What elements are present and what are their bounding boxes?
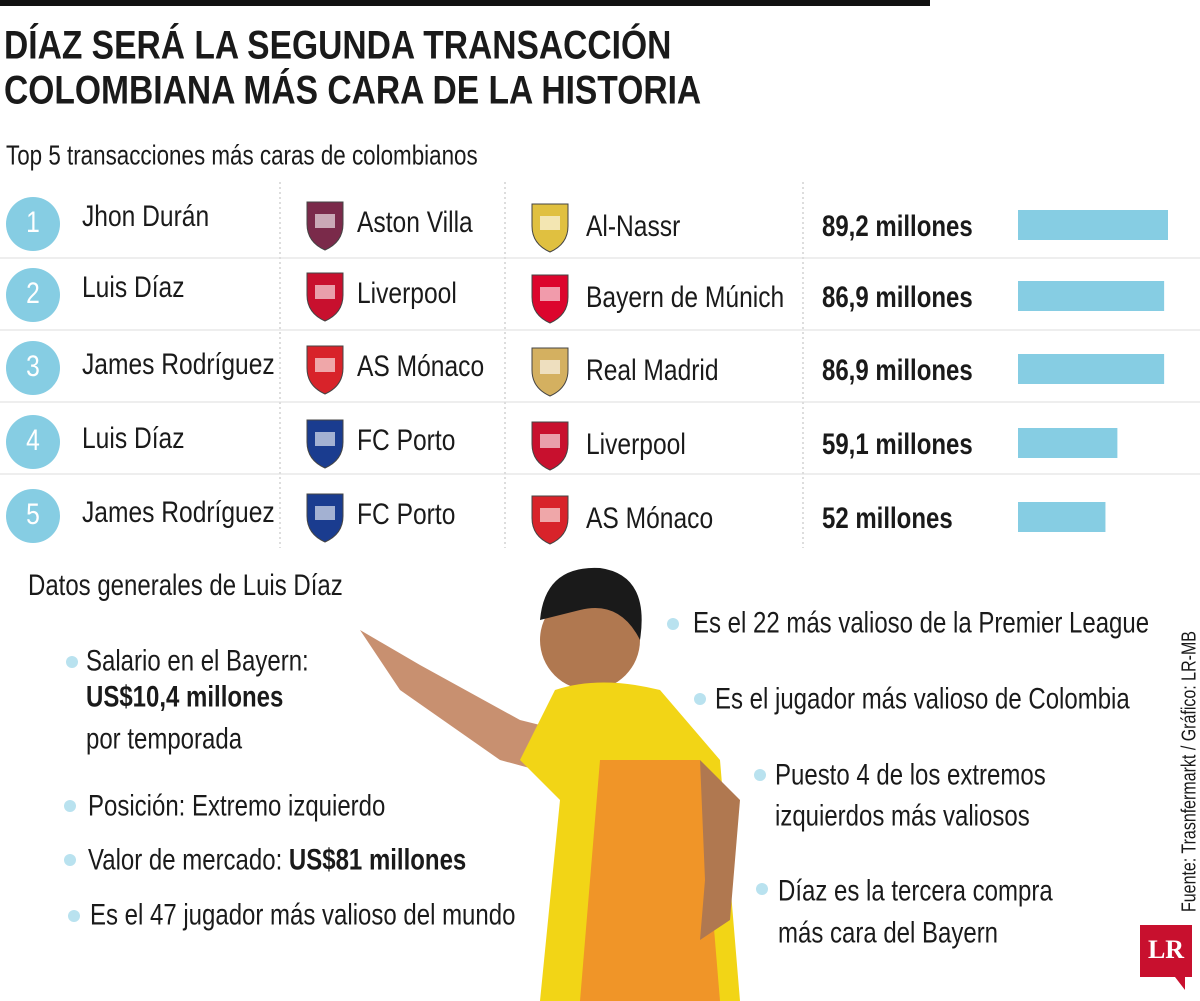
- fee-label: 86,9 millones: [822, 279, 973, 313]
- fact-line: Es el 22 más valioso de la Premier Leagu…: [693, 605, 1149, 639]
- fact-line: por temporada: [86, 721, 243, 755]
- bullet: [756, 883, 768, 895]
- player-photo: [360, 567, 740, 1001]
- rank-number: 1: [26, 205, 40, 239]
- rank-circle: [6, 268, 60, 322]
- fact-text: US$10,4 millones: [86, 679, 283, 713]
- top-rule: [0, 0, 930, 6]
- destination-club: Real Madrid: [586, 353, 719, 387]
- player-head: [540, 590, 640, 690]
- logo-box: [1140, 925, 1192, 977]
- destination-club: Liverpool: [586, 427, 686, 461]
- player-name: James Rodríguez: [82, 495, 275, 529]
- bullet: [694, 693, 706, 705]
- fee-bar: [1018, 354, 1165, 384]
- fact-line: Puesto 4 de los extremos: [775, 757, 1046, 791]
- destination-club: AS Mónaco: [586, 501, 713, 535]
- fee-label: 52 millones: [822, 500, 953, 534]
- origin-club: FC Porto: [357, 423, 455, 457]
- fact-line: Valor de mercado: US$81 millones: [88, 842, 466, 876]
- fee-label: 59,1 millones: [822, 426, 973, 460]
- fee-bar: [1018, 210, 1168, 240]
- fact-line: Díaz es la tercera compra: [778, 873, 1053, 907]
- player-hair: [540, 567, 642, 640]
- fact-text: Díaz es la tercera compra: [778, 873, 1053, 907]
- club-crest-detail: [315, 432, 335, 446]
- club-crest-detail: [540, 287, 560, 301]
- player-name: Luis Díaz: [82, 421, 185, 455]
- origin-club: Aston Villa: [357, 205, 473, 239]
- player-name: James Rodríguez: [82, 347, 275, 381]
- destination-club: Bayern de Múnich: [586, 280, 784, 314]
- rank-number: 5: [26, 497, 40, 531]
- club-crest-detail: [315, 506, 335, 520]
- fact-text: Posición: Extremo izquierdo: [88, 788, 385, 822]
- fee-bar: [1018, 428, 1118, 458]
- rank-circle: [6, 415, 60, 469]
- fact-line: Es el 47 jugador más valioso del mundo: [90, 897, 515, 931]
- fact-text: Puesto 4 de los extremos: [775, 757, 1046, 791]
- player-name: Jhon Durán: [82, 199, 209, 233]
- logo: LR: [1148, 935, 1184, 964]
- destination-club: Al-Nassr: [586, 209, 680, 243]
- bullet: [754, 769, 766, 781]
- club-crest-detail: [540, 508, 560, 522]
- bullet: [68, 910, 80, 922]
- title-line: DÍAZ SERÁ LA SEGUNDA TRANSACCIÓN: [4, 22, 671, 67]
- origin-club: AS Mónaco: [357, 349, 484, 383]
- club-crest-detail: [315, 358, 335, 372]
- subtitle: Top 5 transacciones más caras de colombi…: [6, 140, 478, 171]
- player-shirt-shade: [580, 760, 720, 1001]
- club-crest-detail: [315, 214, 335, 228]
- bullet: [64, 800, 76, 812]
- bullet: [66, 656, 78, 668]
- club-crest-detail: [540, 216, 560, 230]
- fact-text: izquierdos más valiosos: [775, 798, 1030, 832]
- player-left-arm: [700, 760, 740, 940]
- fact-line: US$10,4 millones: [86, 679, 283, 713]
- rank-number: 3: [26, 349, 40, 383]
- rank-circle: [6, 197, 60, 251]
- club-crest-detail: [315, 285, 335, 299]
- facts-title: Datos generales de Luis Díaz: [28, 567, 343, 601]
- fact-text: Es el 47 jugador más valioso del mundo: [90, 897, 515, 931]
- club-crest-detail: [540, 434, 560, 448]
- fee-bar: [1018, 281, 1165, 311]
- fact-line: Salario en el Bayern:: [86, 643, 309, 677]
- fact-line: Es el jugador más valioso de Colombia: [715, 681, 1131, 715]
- rank-number: 4: [26, 423, 40, 457]
- fact-line: Posición: Extremo izquierdo: [88, 788, 385, 822]
- origin-club: FC Porto: [357, 497, 455, 531]
- rank-circle: [6, 341, 60, 395]
- bullet: [667, 618, 679, 630]
- source: Fuente: Trasnfermarkt / Gráfico: LR-MB: [1178, 631, 1200, 912]
- fact-text: Salario en el Bayern:: [86, 643, 309, 677]
- club-crest-detail: [540, 360, 560, 374]
- bullet: [64, 854, 76, 866]
- fact-text: Es el jugador más valioso de Colombia: [715, 681, 1131, 715]
- fact-text: por temporada: [86, 721, 243, 755]
- fact-text: Valor de mercado:: [88, 842, 289, 876]
- fee-bar: [1018, 502, 1106, 532]
- rank-number: 2: [26, 276, 40, 310]
- rank-circle: [6, 489, 60, 543]
- fact-line: izquierdos más valiosos: [775, 798, 1030, 832]
- origin-club: Liverpool: [357, 276, 457, 310]
- player-name: Luis Díaz: [82, 270, 185, 304]
- fee-label: 86,9 millones: [822, 352, 973, 386]
- logo-tail: [1175, 977, 1185, 990]
- fact-line: más cara del Bayern: [778, 915, 998, 949]
- fee-label: 89,2 millones: [822, 208, 973, 242]
- fact-text: Es el 22 más valioso de la Premier Leagu…: [693, 605, 1149, 639]
- fact-text: más cara del Bayern: [778, 915, 998, 949]
- title-line: COLOMBIANA MÁS CARA DE LA HISTORIA: [4, 68, 701, 112]
- fact-text: US$81 millones: [289, 842, 466, 876]
